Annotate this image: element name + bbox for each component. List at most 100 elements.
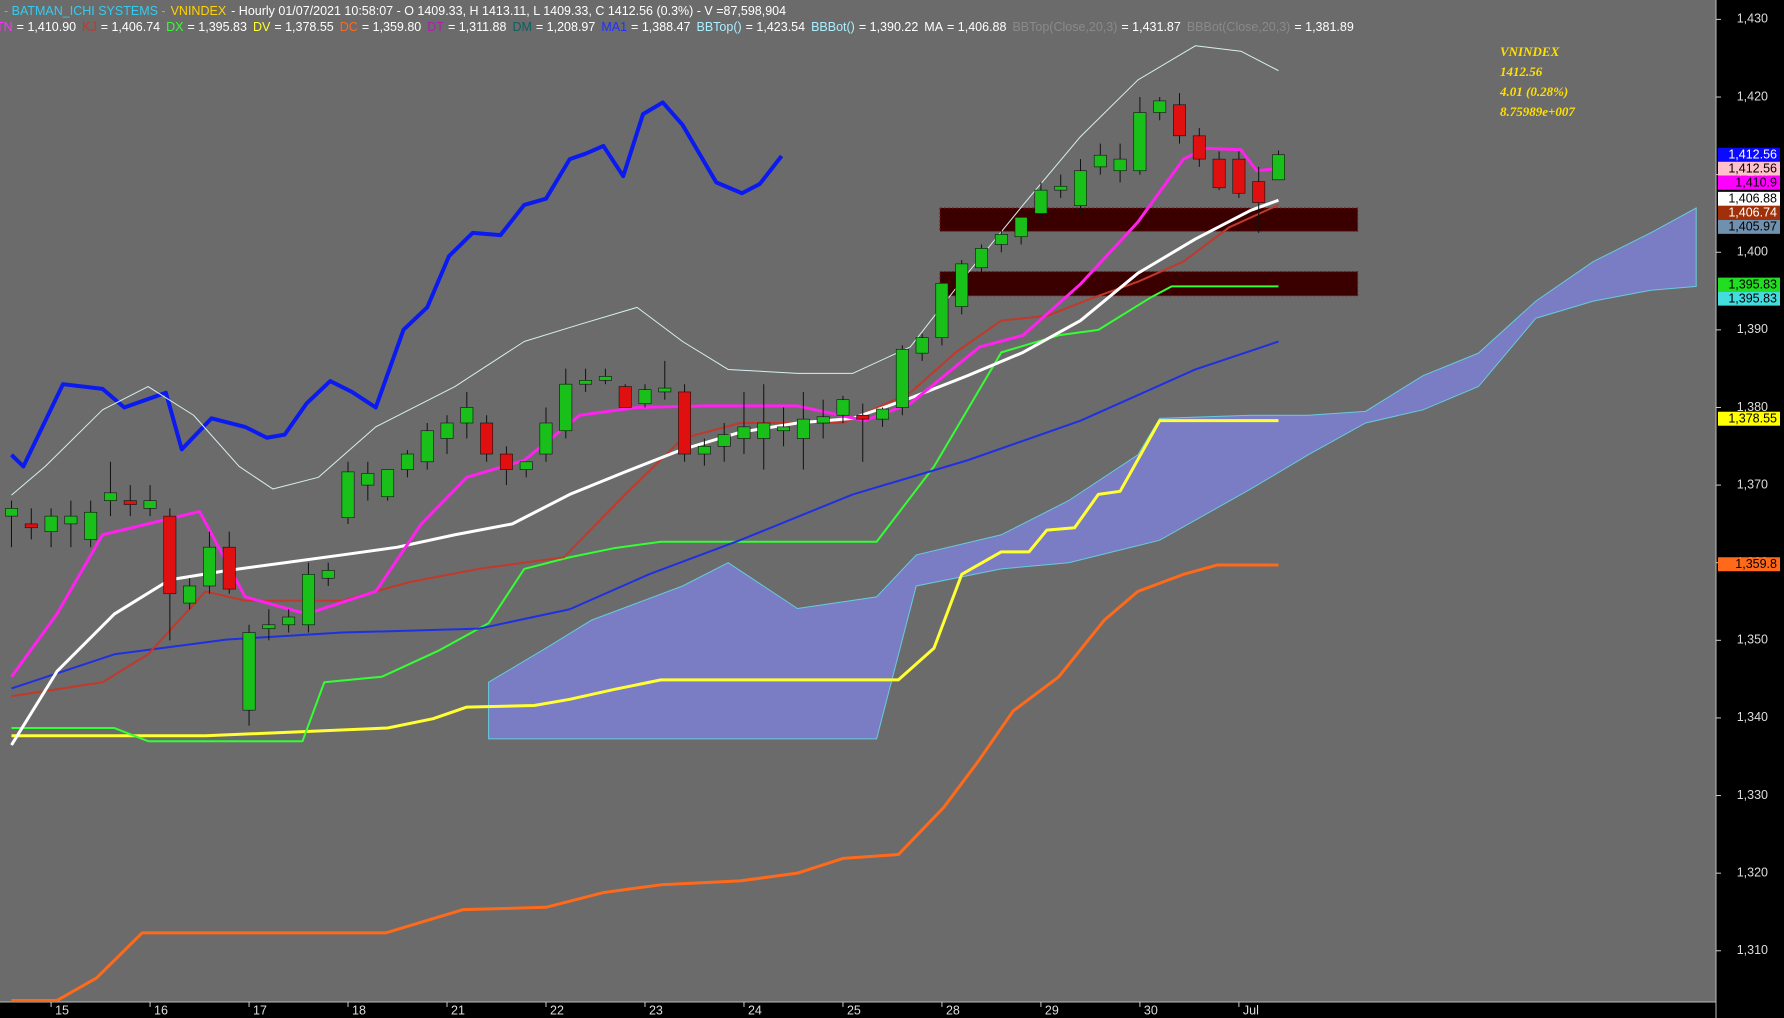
legend-value: = 1,406.74 (101, 20, 160, 34)
legend-name: DV (253, 20, 271, 34)
candle-body (64, 515, 78, 525)
ichimoku-cloud (488, 207, 1697, 740)
candle-body (24, 523, 38, 529)
indicator-line (10, 100, 784, 469)
candle-body (1014, 217, 1028, 238)
x-tick-label: 17 (253, 1003, 267, 1017)
candle-body (796, 418, 810, 439)
candle-body (1192, 135, 1206, 160)
legend-name: DT (427, 20, 444, 34)
legend-name: MA (924, 20, 943, 34)
candle-body (994, 234, 1008, 245)
candle-body (440, 422, 454, 439)
price-tag-label: 1,406.74 (1728, 206, 1777, 220)
price-tag (1718, 191, 1780, 206)
price-zone (939, 271, 1359, 297)
x-tick-label: 28 (946, 1003, 960, 1017)
candle-body (203, 546, 216, 587)
candle-body (638, 389, 652, 404)
legend-value: = 1,359.80 (362, 20, 421, 34)
price-tag-label: 1,406.88 (1728, 192, 1777, 206)
price-tag (1718, 147, 1780, 162)
legend-name: DM (512, 20, 531, 34)
candle-body (915, 337, 929, 354)
legend-name: DX (166, 20, 184, 34)
cloud-layer (488, 207, 1697, 740)
header-title-part: - Hourly 01/07/2021 10:58:07 - O 1409.33… (231, 4, 786, 18)
indicator-line (10, 146, 1279, 678)
candle-body (757, 422, 771, 439)
candle-body (1113, 158, 1127, 172)
candle-body (499, 453, 513, 470)
candle-body (1252, 181, 1266, 203)
x-tick-label: 30 (1144, 1003, 1158, 1017)
y-tick-label: 1,420 (1737, 89, 1768, 103)
x-tick-label: 23 (649, 1003, 663, 1017)
candle-body (123, 500, 137, 505)
candle-body (1272, 154, 1285, 181)
candle-body (1074, 170, 1087, 206)
x-tick-label: 29 (1045, 1003, 1059, 1017)
candle-body (955, 263, 969, 307)
indicator-line (11, 563, 1279, 1002)
indicator-line (10, 198, 1280, 746)
candle-body (1054, 185, 1068, 191)
price-tag-label: 1,359.8 (1735, 557, 1777, 571)
legend-name: TN (0, 20, 13, 34)
candle-body (242, 632, 256, 711)
indicator-layer (10, 45, 1280, 1002)
candle-body (1153, 100, 1167, 113)
candle-body (816, 416, 830, 424)
candle-body (559, 383, 573, 432)
header-title: - BATMAN_ICHI SYSTEMS - VNINDEX - Hourly 0… (4, 4, 786, 18)
price-tag (1718, 175, 1780, 190)
candle-body (777, 426, 791, 432)
candle-body (836, 399, 850, 416)
y-tick-label: 1,380 (1737, 400, 1768, 414)
x-tick-label: Jul (1243, 1003, 1259, 1017)
price-tag (1718, 161, 1780, 176)
candle-body (222, 546, 236, 590)
candle-body (104, 492, 117, 501)
annotation-line: 1412.56 (1500, 64, 1543, 79)
price-zone (939, 207, 1359, 232)
candle-body (618, 386, 632, 408)
header-layer: - BATMAN_ICHI SYSTEMS - VNINDEX - Hourly 0… (0, 4, 1575, 119)
candle-body (1133, 112, 1147, 172)
price-tag-label: 1,412.56 (1728, 148, 1777, 162)
legend-value: = 1,390.22 (859, 20, 918, 34)
candle-body (935, 282, 949, 338)
annotation-line: 8.75989e+007 (1500, 104, 1575, 119)
candle-body (183, 585, 197, 604)
indicator-line (11, 419, 1279, 738)
y-tick-label: 1,430 (1737, 12, 1768, 26)
price-tag-label: 1,378.55 (1728, 412, 1777, 426)
candle-body (163, 515, 177, 595)
candle-body (1093, 154, 1107, 168)
candle-body (658, 387, 672, 393)
legend-value: = 1,378.55 (274, 20, 333, 34)
x-tick-label: 24 (748, 1003, 762, 1017)
candle-body (143, 500, 157, 509)
legend-name: MA1 (601, 20, 627, 34)
header-title-part: VNINDEX (171, 4, 227, 18)
candle-body (341, 471, 355, 518)
y-tick-label: 1,320 (1737, 865, 1768, 879)
x-tick-label: 18 (352, 1003, 366, 1017)
y-tick-label: 1,400 (1737, 245, 1768, 259)
price-tag (1718, 411, 1780, 426)
candle-layer (5, 93, 1285, 726)
annotation-line: 4.01 (0.28%) (1499, 84, 1568, 99)
axis-layer: 1,3101,3201,3301,3401,3501,3601,3701,380… (50, 12, 1780, 1017)
y-tick-label: 1,370 (1737, 477, 1768, 491)
price-tag-label: 1,395.83 (1728, 277, 1777, 291)
price-tag-label: 1,410.9 (1735, 176, 1777, 190)
y-tick-label: 1,350 (1737, 633, 1768, 647)
candle-body (262, 624, 276, 629)
price-tag (1718, 557, 1780, 572)
candle-body (480, 422, 494, 455)
legend-value: = 1,388.47 (631, 20, 690, 34)
candle-body (1212, 158, 1226, 189)
